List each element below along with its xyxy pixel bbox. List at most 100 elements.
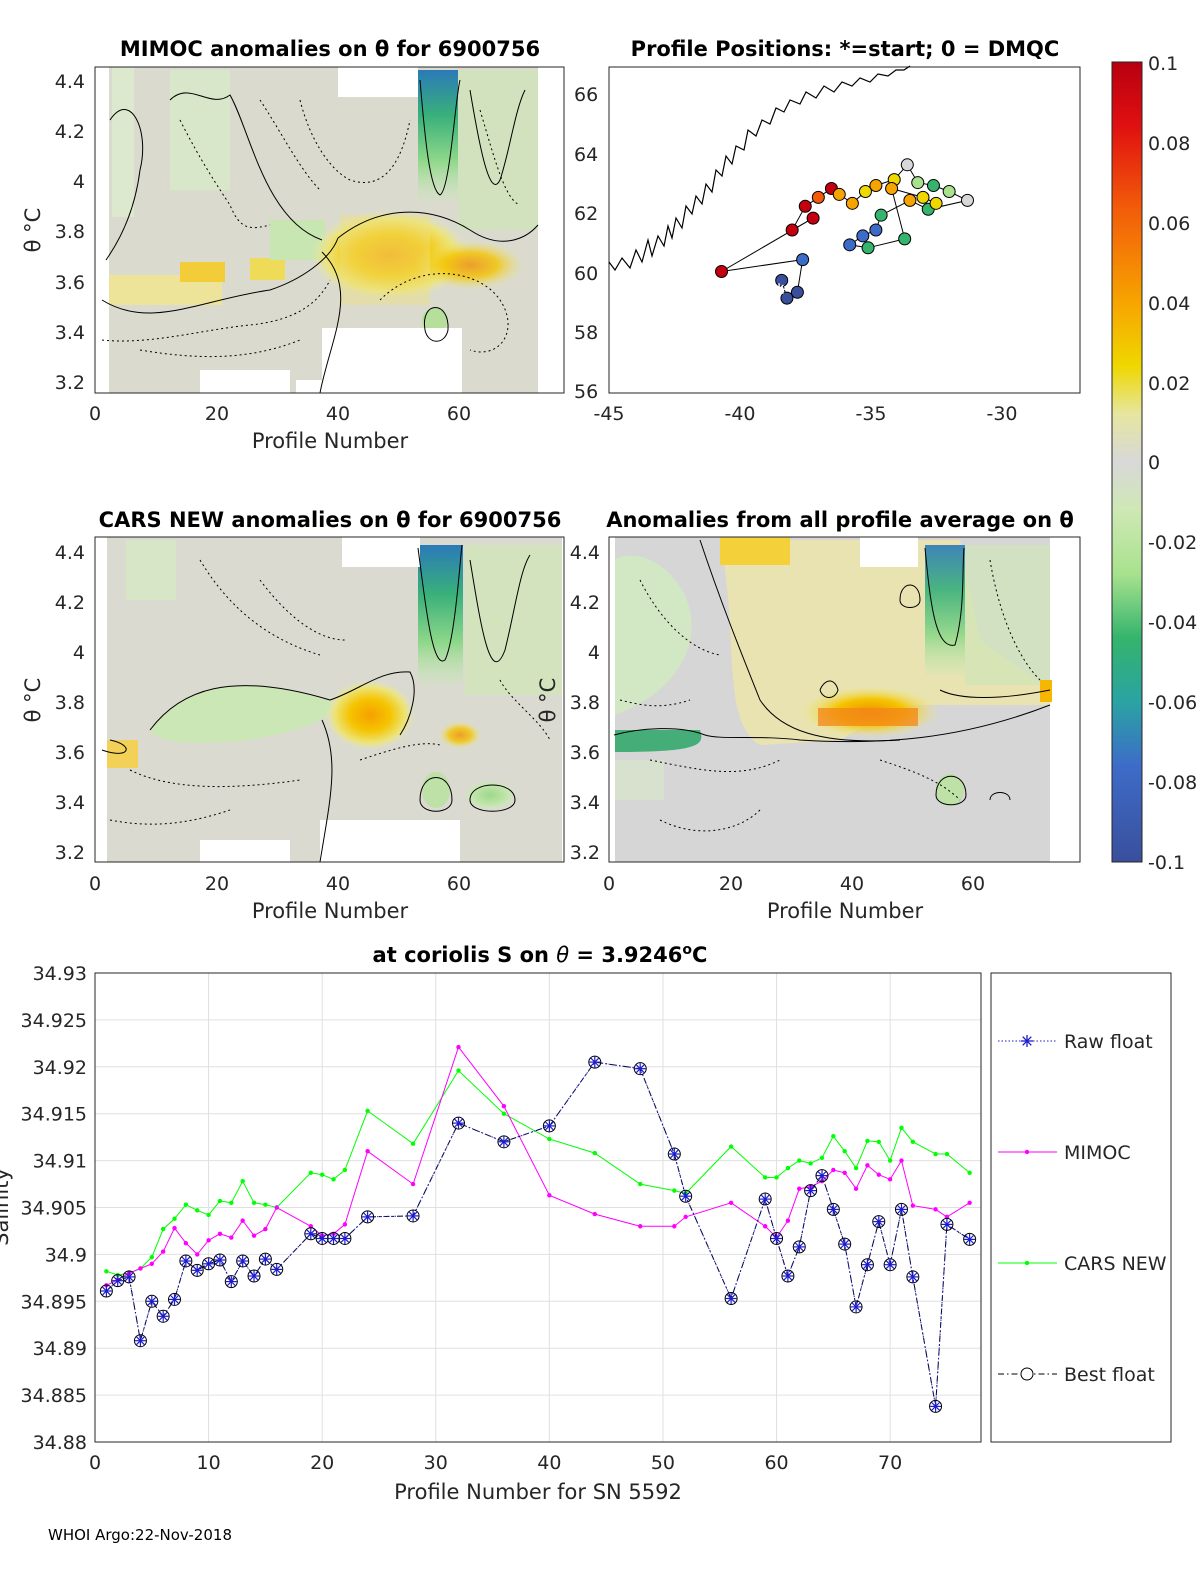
raw-float-asterisk-stroke <box>828 1205 838 1214</box>
cars-ytick: 3.4 <box>55 792 85 814</box>
positions-xtick: -30 <box>986 403 1017 425</box>
cars-new-point <box>160 1226 166 1232</box>
salinity-series <box>99 1044 977 1413</box>
positions-ytick: 56 <box>574 381 598 403</box>
best-float-point <box>542 1119 556 1133</box>
legend-label-best: Best float <box>1064 1364 1155 1386</box>
cars-new-point <box>876 1139 881 1145</box>
raw-float-asterisk-stroke <box>635 1064 645 1074</box>
profile-position-marker <box>960 193 974 207</box>
raw-float-asterisk-stroke <box>840 1239 850 1249</box>
raw-float-asterisk-stroke <box>817 1171 827 1180</box>
cars-ticks: 4.4 4.2 4 3.8 3.6 3.4 3.2 0 20 40 60 <box>55 542 471 895</box>
raw-float-asterisk-stroke <box>329 1234 338 1243</box>
profile-position-marker <box>796 253 810 267</box>
salinity-xtick: 50 <box>651 1452 675 1474</box>
mimoc-point <box>456 1044 461 1050</box>
cars-ytick: 4.2 <box>55 592 85 614</box>
positions-xtick: -35 <box>855 403 886 425</box>
mimoc-point <box>865 1163 870 1168</box>
raw-float-point <box>146 1295 158 1307</box>
mimoc-point <box>160 1249 166 1254</box>
mimoc-point <box>638 1224 643 1229</box>
raw-float-point <box>805 1185 817 1197</box>
profile-position-marker <box>858 184 872 198</box>
start-asterisk-stroke <box>774 284 784 295</box>
cars-new-point <box>217 1198 223 1204</box>
raw-float-point <box>771 1233 782 1244</box>
salinity-ticks: 0 10 20 30 40 50 60 70 34.93 34.925 34.92 34.915 34.… <box>21 963 903 1474</box>
legend-label-raw: Raw float <box>1064 1031 1153 1053</box>
salinity-ylabel: Salinity <box>0 1168 13 1246</box>
raw-float-asterisk-stroke <box>102 1286 111 1296</box>
cars-new-point <box>547 1136 552 1142</box>
cars-new-point <box>899 1125 904 1130</box>
cars-ytick: 3.2 <box>55 842 85 864</box>
positions-panel: Profile Positions: *=start; 0 = DMQC 66 … <box>574 37 1081 425</box>
positions-axes-frame <box>608 66 1081 394</box>
profile-position-marker <box>916 190 930 204</box>
salinity-ytick: 34.885 <box>21 1385 87 1407</box>
raw-float-point <box>861 1259 873 1271</box>
salinity-panel: at coriolis S on θ = 3.9246oC 0 10 20 30 40 5… <box>0 942 1172 1504</box>
colorbar-ticks: 0.1 0.08 0.06 0.04 0.02 0 -0.02 -0.04 -0… <box>1148 53 1197 874</box>
mimoc-point <box>910 1203 916 1208</box>
raw-float-point <box>453 1117 464 1129</box>
raw-float-asterisk-stroke <box>272 1265 282 1274</box>
raw-float-point <box>305 1228 317 1240</box>
cars-new-point <box>762 1175 768 1180</box>
salinity-xtick: 20 <box>310 1452 334 1474</box>
raw-float-asterisk-stroke <box>681 1191 691 1201</box>
cars-new-point <box>774 1175 779 1180</box>
mimoc-xtick: 60 <box>447 403 471 425</box>
cars-new-point <box>240 1179 245 1184</box>
raw-float-asterisk-stroke <box>306 1229 316 1239</box>
cars-ylabel: θ °C <box>21 678 45 723</box>
mimoc-point <box>853 1186 859 1191</box>
cars-new-point <box>410 1141 416 1146</box>
mimoc-heatmap <box>95 67 564 393</box>
colorbar-tick: -0.1 <box>1148 852 1185 874</box>
raw-float-point <box>191 1264 203 1276</box>
mimoc-point <box>592 1211 597 1217</box>
best-float-point <box>804 1184 818 1198</box>
mimoc-point <box>899 1158 904 1163</box>
raw-float-point <box>328 1233 339 1244</box>
profile-position-marker <box>811 190 825 204</box>
raw-float-point <box>827 1203 839 1215</box>
mimoc-point <box>274 1205 279 1210</box>
best-float-point <box>929 1399 943 1413</box>
raw-float-point <box>339 1233 351 1244</box>
raw-float-asterisk-stroke <box>806 1186 815 1195</box>
raw-float-asterisk-stroke <box>192 1265 202 1275</box>
raw-float-point <box>896 1203 907 1215</box>
salinity-grid <box>94 972 981 1443</box>
mimoc-ylabel: θ °C <box>21 208 45 253</box>
best-float-point <box>361 1210 375 1224</box>
cars-new-point <box>672 1188 677 1193</box>
profile-position-marker <box>874 208 888 222</box>
profile-position-marker <box>843 238 857 252</box>
colorbar-tick: -0.06 <box>1148 692 1197 714</box>
raw-float-point <box>839 1238 851 1250</box>
best-float-point <box>826 1202 840 1216</box>
cars-ytick: 3.8 <box>55 692 85 714</box>
best-float-point <box>451 1116 465 1130</box>
raw-float-point <box>498 1136 510 1148</box>
footer-credit: WHOI Argo:22-Nov-2018 <box>48 1526 232 1544</box>
mimoc-point <box>251 1233 257 1238</box>
legend-label-cars: CARS NEW <box>1064 1253 1167 1275</box>
profile-position-marker <box>856 229 870 243</box>
raw-float-asterisk-stroke <box>261 1254 270 1264</box>
mimoc-ticks: 4.4 4.2 4 3.8 3.6 3.4 3.2 0 20 40 60 <box>55 71 471 425</box>
best-float-point <box>190 1263 204 1277</box>
salinity-ytick: 34.93 <box>33 963 87 985</box>
profile-position-marker <box>785 223 799 237</box>
cars-xtick: 20 <box>205 873 229 895</box>
mimoc-point <box>365 1149 370 1154</box>
salinity-ytick: 34.92 <box>33 1057 87 1079</box>
raw-float-point <box>362 1211 374 1223</box>
salinity-ytick: 34.905 <box>21 1198 87 1220</box>
cars-title: CARS NEW anomalies on θ for 6900756 <box>99 508 562 532</box>
raw-float-asterisk-stroke <box>908 1272 918 1282</box>
